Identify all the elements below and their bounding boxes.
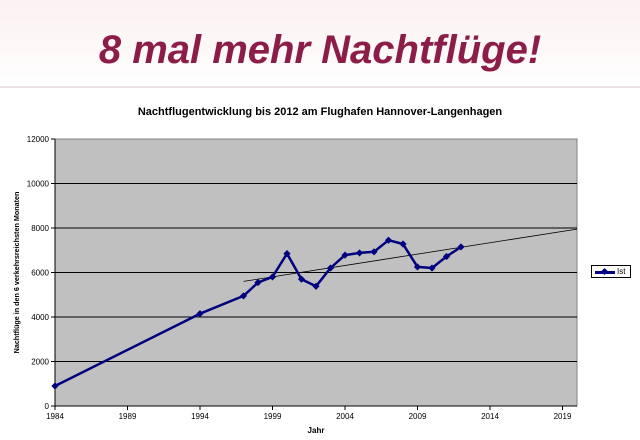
data-point	[239, 292, 248, 300]
x-tick-label: 2019	[554, 412, 572, 421]
y-tick-label: 10000	[27, 180, 50, 189]
y-tick-label: 2000	[31, 358, 49, 367]
x-tick-label: 2014	[481, 412, 499, 421]
header-divider	[0, 86, 640, 88]
x-tick-label: 2009	[409, 412, 427, 421]
y-tick-label: 4000	[31, 313, 49, 322]
y-axis-label: Nachtflüge in den 6 verkehrsreichsten Mo…	[12, 192, 21, 354]
chart-title: Nachtflugentwicklung bis 2012 am Flughaf…	[137, 106, 503, 118]
data-point	[370, 248, 378, 256]
data-point	[312, 282, 320, 290]
x-tick-label: 1989	[119, 412, 137, 421]
data-point	[428, 264, 436, 272]
data-point	[442, 252, 451, 261]
data-point	[283, 249, 291, 258]
y-tick-label: 0	[45, 402, 50, 411]
x-tick-label: 1999	[264, 412, 282, 421]
data-point	[196, 310, 204, 318]
slide-headline: 8 mal mehr Nachtflüge!	[98, 28, 542, 72]
data-point	[341, 251, 349, 259]
data-point	[268, 273, 277, 281]
legend-label-ist: Ist	[617, 267, 626, 276]
data-point	[326, 264, 335, 272]
data-point	[399, 240, 407, 248]
x-axis-label: Jahr	[308, 426, 325, 435]
y-tick-label: 12000	[27, 135, 50, 144]
data-point	[51, 382, 59, 390]
chart-legend: Ist	[591, 265, 631, 278]
x-tick-label: 1994	[191, 412, 209, 421]
data-point	[254, 278, 262, 287]
data-point	[355, 249, 364, 257]
x-tick-label: 2004	[336, 412, 354, 421]
data-point	[297, 275, 306, 283]
y-tick-label: 6000	[31, 269, 49, 278]
x-tick-label: 1984	[46, 412, 64, 421]
data-point	[384, 236, 393, 244]
data-point	[413, 263, 422, 271]
data-point	[457, 243, 465, 251]
header-banner	[0, 0, 640, 86]
legend-swatch-ist	[595, 271, 615, 274]
y-tick-label: 8000	[31, 224, 49, 233]
